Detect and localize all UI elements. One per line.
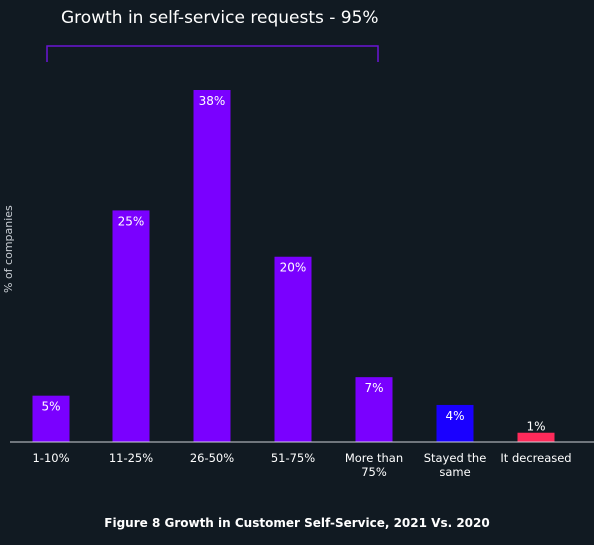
chart-banner-title: Growth in self-service requests - 95% bbox=[61, 8, 379, 28]
x-tick-label-1: 11-25% bbox=[109, 451, 153, 465]
x-tick-label-6: It decreased bbox=[500, 451, 571, 465]
bar-5 bbox=[436, 404, 474, 442]
bar-0 bbox=[32, 395, 70, 442]
bracket-annotation bbox=[46, 45, 379, 62]
data-label-3: 20% bbox=[280, 261, 307, 275]
data-label-6: 1% bbox=[526, 420, 545, 434]
y-axis-label: % of companies bbox=[2, 205, 15, 293]
x-tick-label-5: same bbox=[439, 465, 470, 479]
bar-2 bbox=[193, 90, 231, 442]
x-tick-label-5: Stayed the bbox=[424, 451, 487, 465]
data-label-1: 25% bbox=[118, 214, 145, 228]
x-tick-label-2: 26-50% bbox=[190, 451, 234, 465]
x-tick-label-0: 1-10% bbox=[32, 451, 69, 465]
bar-4 bbox=[355, 377, 393, 442]
x-tick-label-4: More than bbox=[345, 451, 403, 465]
x-tick-label-4: 75% bbox=[361, 465, 387, 479]
data-label-0: 5% bbox=[41, 400, 60, 414]
x-tick-label-3: 51-75% bbox=[271, 451, 315, 465]
data-label-5: 4% bbox=[445, 409, 464, 423]
data-label-4: 7% bbox=[364, 381, 383, 395]
bar-6 bbox=[517, 432, 555, 442]
bar-3 bbox=[274, 256, 312, 442]
data-label-2: 38% bbox=[199, 94, 226, 108]
figure-caption: Figure 8 Growth in Customer Self-Service… bbox=[104, 516, 490, 530]
bar-1 bbox=[112, 210, 150, 442]
